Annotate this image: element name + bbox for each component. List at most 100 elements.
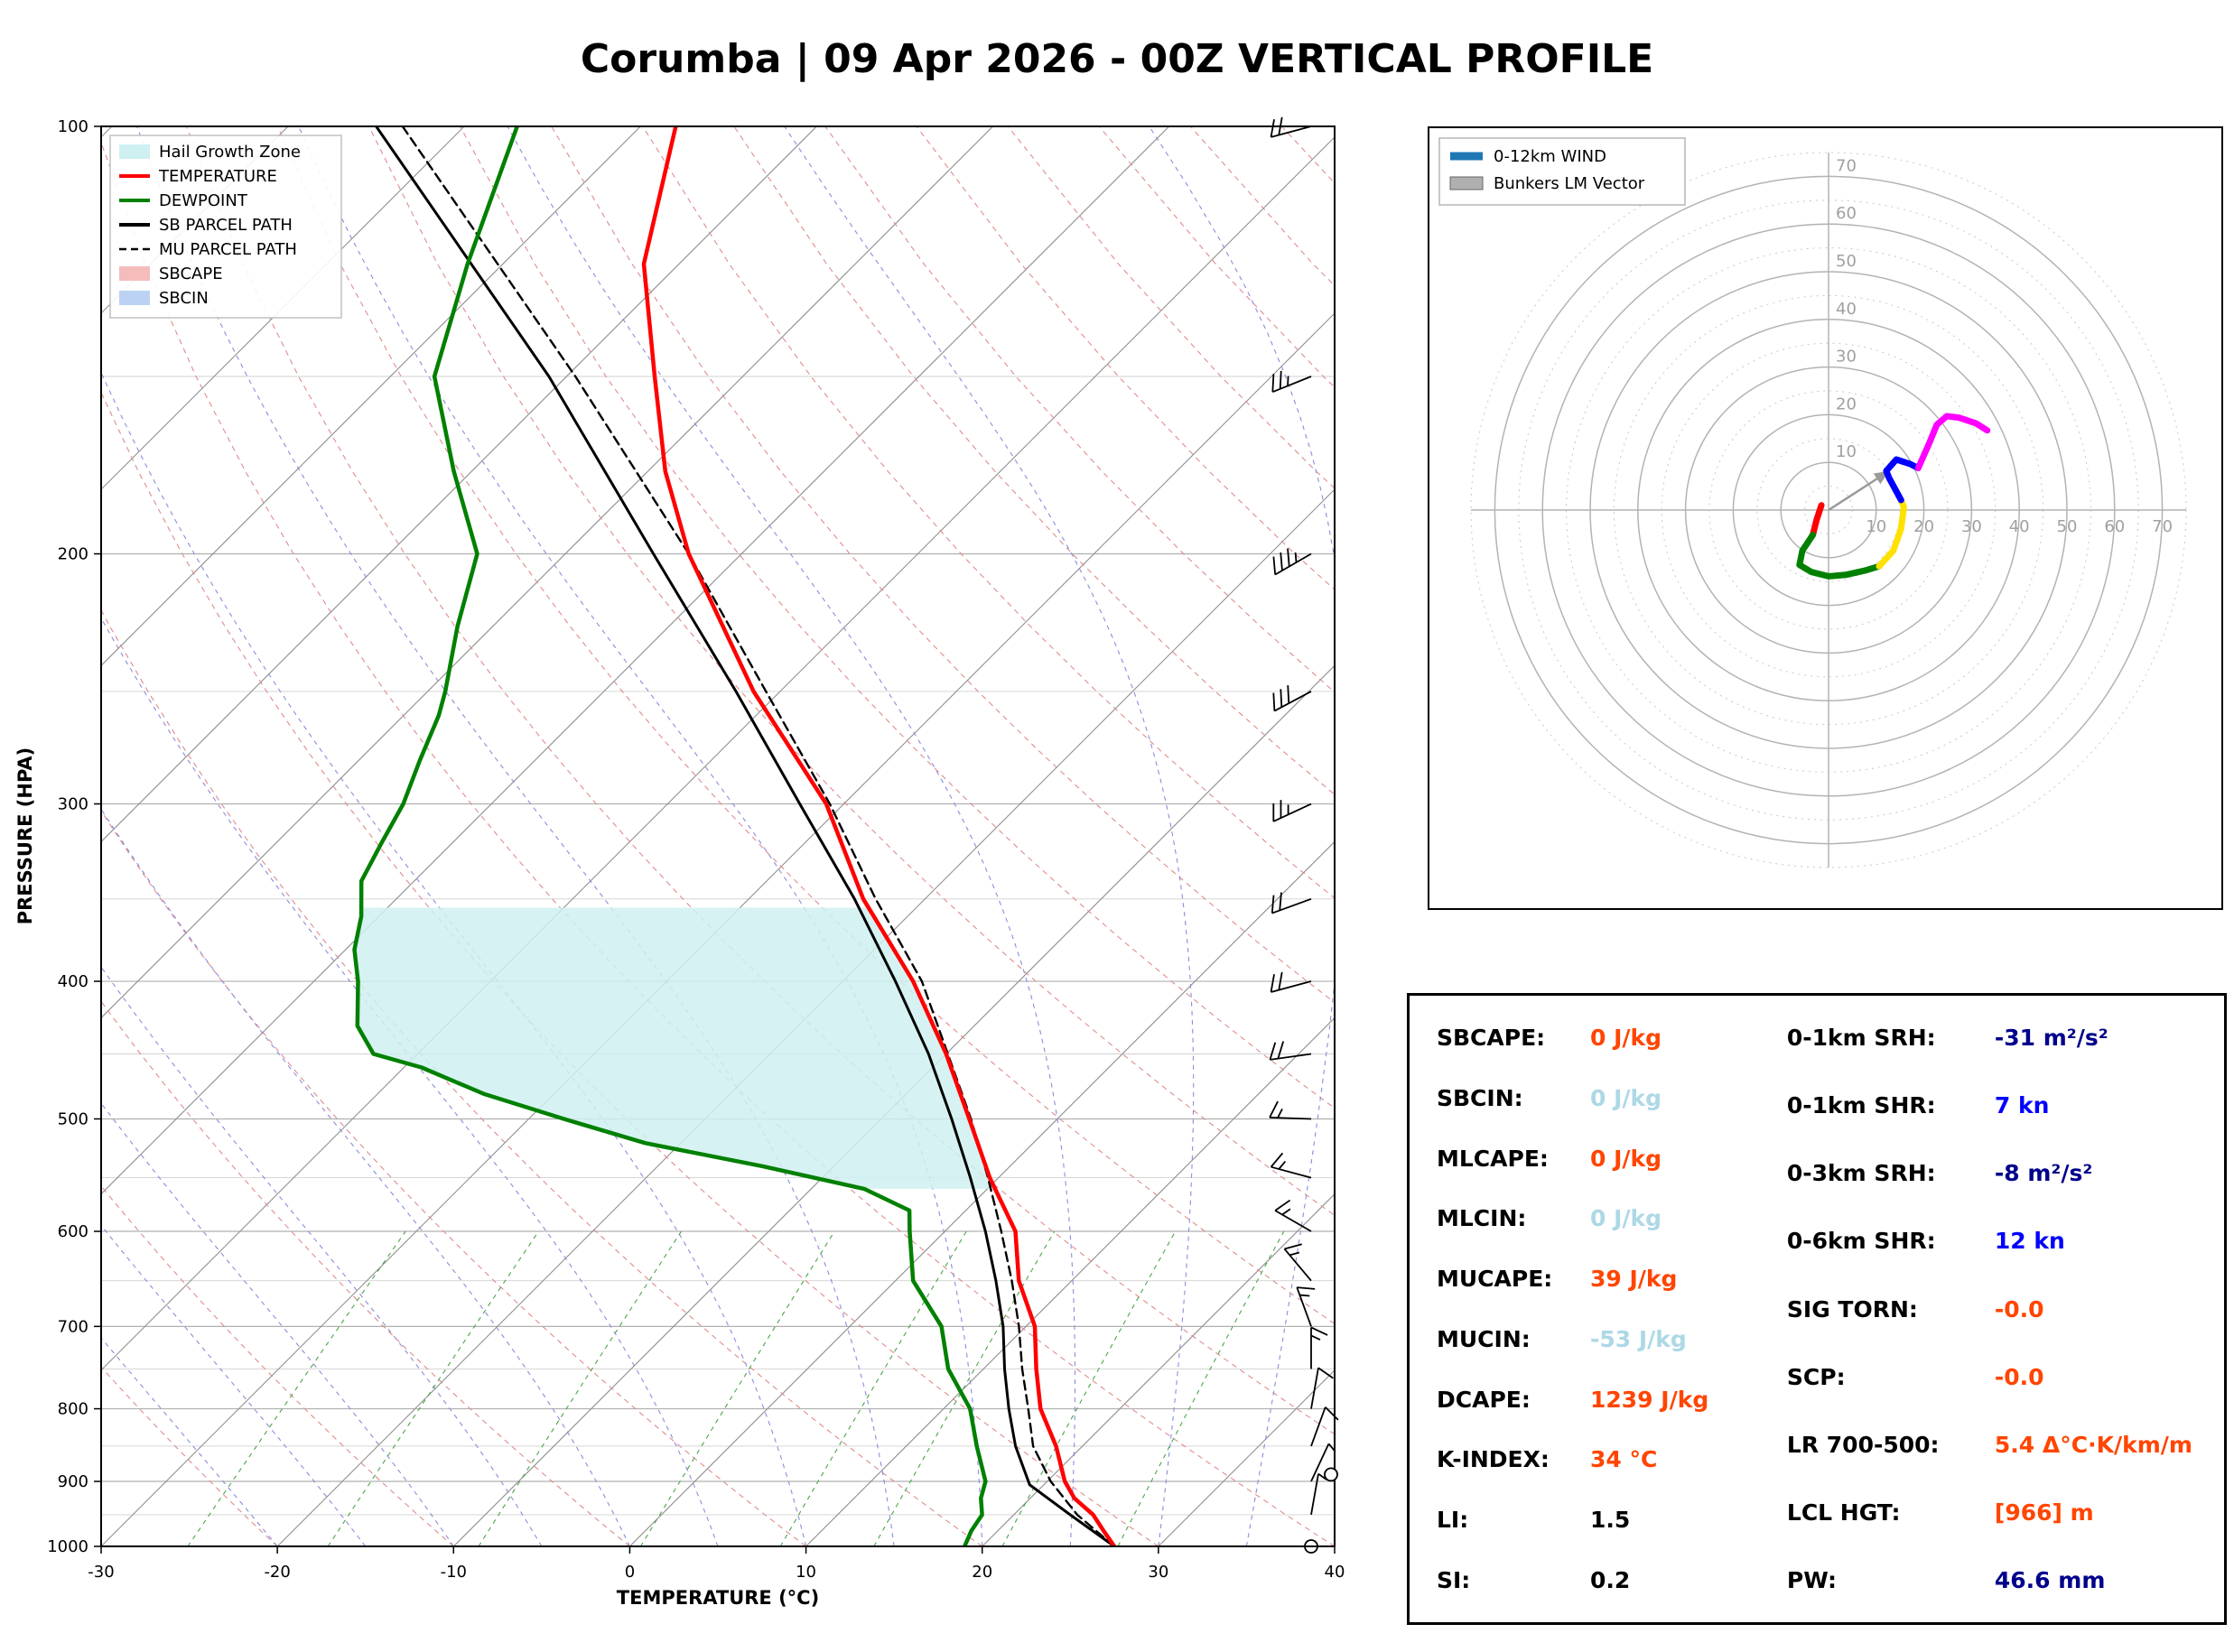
stat-label: LI:: [1437, 1507, 1469, 1534]
stat-row: MLCAPE: 0 J/kg: [1437, 1146, 1787, 1172]
stat-label: SIG TORN:: [1786, 1295, 1918, 1323]
skewt-legend: Hail Growth Zone TEMPERATURE DEWPOINT SB PA…: [109, 135, 342, 319]
svg-text:200: 200: [58, 545, 88, 564]
stat-row: DCAPE: 1239 J/kg: [1437, 1387, 1787, 1413]
stat-row: K-INDEX: 34 °C: [1437, 1446, 1787, 1472]
hail-growth-zone: [354, 907, 995, 1189]
stat-value: -0.0: [1994, 1363, 2044, 1390]
svg-text:20: 20: [1913, 517, 1934, 536]
svg-text:800: 800: [58, 1400, 88, 1419]
stat-label: MLCAPE:: [1437, 1145, 1549, 1172]
stat-value: 0 J/kg: [1590, 1025, 1662, 1051]
svg-text:-10: -10: [441, 1563, 467, 1582]
hodograph-segment-1-3km: [1796, 532, 1883, 580]
stat-label: SCP:: [1786, 1363, 1846, 1390]
svg-text:20: 20: [1836, 394, 1857, 413]
stat-label: SBCAPE:: [1437, 1025, 1546, 1051]
stat-row: MUCAPE: 39 J/kg: [1437, 1266, 1787, 1292]
hodograph-chart: 10 10 20 20 30 30 40 40 50 50 60 60 70 70 0-12km WIND B…: [1428, 126, 2223, 910]
svg-text:DEWPOINT: DEWPOINT: [159, 191, 248, 210]
svg-text:10: 10: [1836, 442, 1857, 461]
hodograph-legend: 0-12km WIND Bunkers LM Vector: [1438, 137, 1686, 206]
stat-label: 0-1km SRH:: [1786, 1025, 1936, 1051]
stats-left-column: SBCAPE: 0 J/kg SBCIN: 0 J/kg MLCAPE: 0 J/kg ML…: [1437, 1025, 1787, 1593]
stat-value: -31 m²/s²: [1994, 1025, 2108, 1051]
skewt-x-axis-label: TEMPERATURE (°C): [616, 1587, 820, 1609]
stat-row: LI: 1.5: [1437, 1507, 1787, 1533]
svg-text:-30: -30: [88, 1563, 114, 1582]
stat-row: LCL HGT: [966] m: [1787, 1499, 2215, 1526]
svg-text:40: 40: [1325, 1563, 1345, 1582]
stat-value: [966] m: [1994, 1499, 2094, 1526]
stat-label: 0-1km SHR:: [1786, 1092, 1936, 1119]
svg-text:10: 10: [1866, 517, 1886, 536]
bunkers-lm-vector-arrow: [1828, 475, 1883, 512]
stat-row: SIG TORN: -0.0: [1787, 1296, 2215, 1323]
stat-row: 0-3km SRH: -8 m²/s²: [1787, 1160, 2215, 1186]
stat-row: SCP: -0.0: [1787, 1364, 2215, 1390]
stat-value: 7 kn: [1994, 1092, 2050, 1119]
dewpoint-line: [352, 126, 988, 1546]
svg-text:300: 300: [58, 795, 88, 814]
svg-text:SB PARCEL PATH: SB PARCEL PATH: [159, 216, 293, 235]
svg-text:60: 60: [1836, 204, 1857, 223]
svg-text:10: 10: [796, 1563, 816, 1582]
svg-text:0-12km WIND: 0-12km WIND: [1494, 147, 1606, 166]
svg-text:-20: -20: [264, 1563, 290, 1582]
svg-text:70: 70: [1836, 156, 1857, 175]
stat-label: K-INDEX:: [1437, 1446, 1550, 1473]
svg-text:40: 40: [1836, 300, 1857, 319]
stat-label: MUCAPE:: [1437, 1266, 1553, 1293]
hodograph-frame: [1428, 126, 2223, 910]
svg-text:700: 700: [58, 1317, 88, 1336]
svg-text:30: 30: [1836, 348, 1857, 367]
svg-text:500: 500: [58, 1109, 88, 1128]
stat-row: LR 700-500: 5.4 Δ°C·K/km/m: [1787, 1432, 2215, 1458]
stat-value: -53 J/kg: [1590, 1325, 1687, 1352]
stat-row: SBCAPE: 0 J/kg: [1437, 1025, 1787, 1051]
svg-text:60: 60: [2104, 517, 2125, 536]
stat-value: -8 m²/s²: [1994, 1160, 2093, 1187]
svg-text:30: 30: [1148, 1563, 1168, 1582]
stat-label: LCL HGT:: [1786, 1499, 1901, 1526]
hodograph-segment-6-9km: [1883, 456, 1922, 504]
stat-label: SI:: [1437, 1566, 1471, 1593]
stat-row: 0-6km SHR: 12 kn: [1787, 1228, 2215, 1254]
stat-value: 0 J/kg: [1590, 1084, 1662, 1111]
stat-value: 34 °C: [1590, 1446, 1658, 1473]
stat-value: 46.6 mm: [1994, 1567, 2106, 1593]
stat-label: 0-6km SHR:: [1786, 1228, 1936, 1255]
svg-text:Bunkers LM Vector: Bunkers LM Vector: [1494, 174, 1645, 193]
svg-text:600: 600: [58, 1222, 88, 1241]
stat-label: SBCIN:: [1437, 1084, 1523, 1111]
stat-label: PW:: [1786, 1567, 1838, 1593]
stat-row: SBCIN: 0 J/kg: [1437, 1085, 1787, 1111]
stat-row: PW: 46.6 mm: [1787, 1567, 2215, 1593]
stat-value: 39 J/kg: [1590, 1266, 1678, 1293]
svg-text:100: 100: [58, 117, 88, 136]
stats-right-column: 0-1km SRH: -31 m²/s² 0-1km SHR: 7 kn 0-3km S…: [1787, 1025, 2215, 1593]
stat-value: 1.5: [1590, 1507, 1631, 1534]
hodograph-trace: [1796, 413, 1991, 580]
stat-value: 0.2: [1590, 1566, 1631, 1593]
stat-label: MLCIN:: [1437, 1205, 1527, 1232]
svg-text:1000: 1000: [47, 1537, 88, 1556]
mu-parcel-path-line: [401, 126, 1116, 1546]
svg-text:TEMPERATURE: TEMPERATURE: [158, 167, 277, 186]
stat-label: LR 700-500:: [1786, 1431, 1940, 1458]
svg-text:70: 70: [2152, 517, 2173, 536]
svg-text:Hail Growth Zone: Hail Growth Zone: [159, 143, 301, 162]
skewt-y-axis-label: PRESSURE (HPA): [14, 747, 36, 925]
hodograph-segment-0-1km: [1810, 502, 1825, 538]
stat-value: 1239 J/kg: [1590, 1386, 1709, 1413]
stat-row: SI: 0.2: [1437, 1567, 1787, 1593]
svg-text:SBCIN: SBCIN: [159, 289, 209, 308]
svg-text:SBCAPE: SBCAPE: [159, 265, 223, 283]
svg-text:30: 30: [1961, 517, 1982, 536]
stat-row: 0-1km SHR: 7 kn: [1787, 1092, 2215, 1118]
temperature-line: [641, 126, 1117, 1546]
stat-value: 0 J/kg: [1590, 1205, 1662, 1232]
skewt-background-lines: [101, 126, 1335, 1546]
